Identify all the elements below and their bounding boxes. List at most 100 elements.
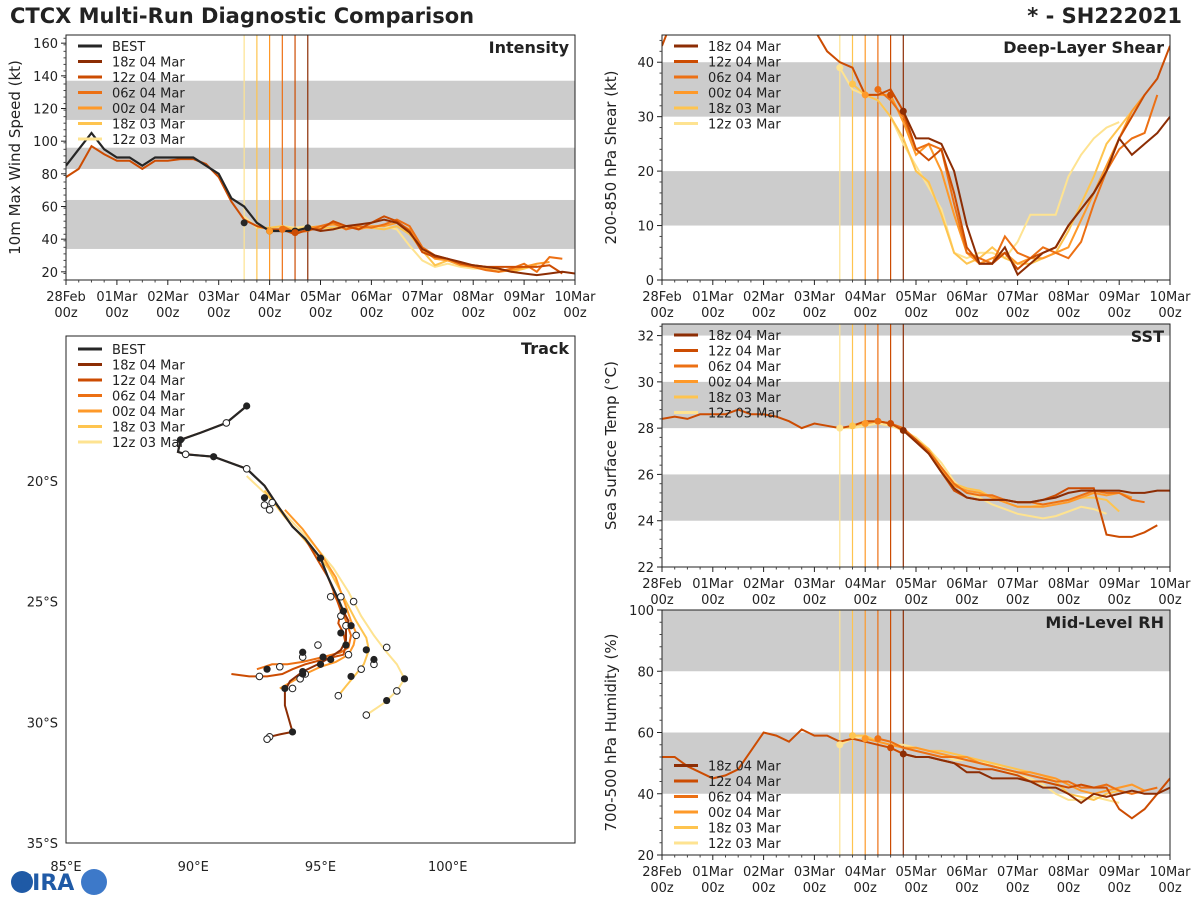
legend-label: 00z 04 Mar xyxy=(112,405,185,420)
chart-intensity: 2040608010012014016028Feb00z01Mar00z02Ma… xyxy=(6,34,596,321)
legend-label: 18z 03 Mar xyxy=(112,421,185,436)
x-tick-label: 00z xyxy=(701,593,725,608)
y-tick-label: 20°S xyxy=(27,475,58,490)
cira-logo-graphic: CIRA xyxy=(11,869,107,896)
data-point-00z-04-mar xyxy=(266,227,274,235)
x-tick-label: 03Mar xyxy=(794,577,836,592)
panel-title: Intensity xyxy=(489,38,570,57)
plot-area-rh xyxy=(662,610,1170,855)
data-point-best xyxy=(304,224,312,232)
track-position-filled xyxy=(176,436,185,444)
x-tick-label: 01Mar xyxy=(692,290,734,305)
x-tick-label: 09Mar xyxy=(1099,290,1141,305)
legend-label: 12z 03 Mar xyxy=(708,118,781,133)
x-tick-label: 10Mar xyxy=(1149,290,1191,305)
x-tick-label: 00z xyxy=(803,881,827,896)
series-line-18z-04-mar xyxy=(307,218,575,277)
x-tick-label: 00z xyxy=(1057,881,1081,896)
data-point-12z-03-mar xyxy=(836,424,844,432)
data-point-00z-04-mar xyxy=(861,735,869,743)
track-position-open xyxy=(242,464,251,473)
track-line-06z-04-mar xyxy=(256,591,353,671)
threshold-band xyxy=(66,199,575,249)
legend-label: 00z 04 Mar xyxy=(112,102,185,117)
x-tick-label: 00z xyxy=(1158,881,1182,896)
series-line-18z-04-mar xyxy=(902,429,1170,504)
x-tick-label: 00z xyxy=(650,306,674,321)
x-tick-label: 00z xyxy=(854,881,878,896)
y-axis-label: Sea Surface Temp (°C) xyxy=(602,361,620,530)
legend-label: BEST xyxy=(112,40,145,55)
x-tick-label: 10Mar xyxy=(1149,577,1191,592)
plot-frame xyxy=(65,335,576,844)
y-axis-label: 10m Max Wind Speed (kt) xyxy=(6,60,24,255)
track-position-open xyxy=(263,735,271,743)
track-position-filled xyxy=(243,402,251,410)
data-point-06z-04-mar xyxy=(874,417,882,425)
track-position-filled xyxy=(347,672,355,681)
x-tick-label: 10Mar xyxy=(1149,865,1191,880)
y-tick-label: 35°S xyxy=(27,837,58,852)
data-point-12z-04-mar xyxy=(887,91,895,99)
series-line-18z-04-mar xyxy=(903,752,1170,805)
legend-label: 18z 04 Mar xyxy=(708,760,781,775)
track-position-filled xyxy=(370,655,378,664)
x-tick-label: 06Mar xyxy=(946,865,988,880)
x-tick-label: 28Feb xyxy=(46,290,86,305)
x-tick-label: 08Mar xyxy=(1048,290,1090,305)
x-tick-label: 00z xyxy=(650,593,674,608)
x-tick-label: 00z xyxy=(752,881,776,896)
x-tick-label: 00z xyxy=(462,306,486,321)
track-position-filled xyxy=(316,554,325,562)
x-tick-label: 00z xyxy=(752,306,776,321)
x-tick-label: 05Mar xyxy=(895,577,937,592)
plot-area-intensity xyxy=(66,35,575,280)
legend-label: 06z 04 Mar xyxy=(708,791,781,806)
panel-title: Mid-Level RH xyxy=(1045,613,1164,632)
logo-text: CIRA xyxy=(16,871,74,896)
legend-label: 18z 04 Mar xyxy=(112,56,185,71)
y-tick-label: 28 xyxy=(637,422,654,437)
panel-title: Track xyxy=(521,339,569,358)
x-tick-label: 09Mar xyxy=(1099,577,1141,592)
legend-label: 12z 04 Mar xyxy=(112,374,185,389)
x-tick-label: 05Mar xyxy=(300,290,342,305)
x-tick-label: 08Mar xyxy=(1048,577,1090,592)
x-tick-label: 00z xyxy=(904,593,928,608)
track-position-filled xyxy=(383,696,391,705)
threshold-band xyxy=(662,610,1170,672)
y-tick-label: 32 xyxy=(637,330,654,345)
y-tick-label: 60 xyxy=(637,727,654,742)
y-tick-label: 20 xyxy=(637,165,654,180)
legend-label: 12z 03 Mar xyxy=(112,133,185,148)
x-tick-label: 85°E xyxy=(50,860,81,875)
x-tick-label: 03Mar xyxy=(794,290,836,305)
track-position-open xyxy=(260,501,269,509)
data-point-12z-03-mar xyxy=(836,64,844,72)
track-position-filled xyxy=(263,665,271,673)
x-tick-label: 00z xyxy=(411,306,435,321)
x-tick-label: 00z xyxy=(955,593,979,608)
track-position-filled xyxy=(319,653,327,661)
y-tick-label: 100 xyxy=(33,135,58,150)
track-position-open xyxy=(265,506,274,514)
track-position-open xyxy=(344,650,353,659)
x-tick-label: 00z xyxy=(854,593,878,608)
track-position-filled xyxy=(299,670,307,678)
y-tick-label: 40 xyxy=(637,788,654,803)
data-point-18z-03-mar xyxy=(849,422,856,430)
y-tick-label: 60 xyxy=(41,201,58,216)
x-tick-label: 08Mar xyxy=(453,290,495,305)
series-line-12z-03-mar xyxy=(839,422,1107,520)
track-line-best xyxy=(176,405,345,612)
data-point-06z-04-mar xyxy=(874,85,882,93)
track-position-open xyxy=(288,684,297,693)
legend-label: 06z 04 Mar xyxy=(112,87,185,102)
track-position-open xyxy=(268,498,276,507)
data-point-06z-04-mar xyxy=(278,225,286,233)
data-point-12z-03-mar xyxy=(836,741,844,749)
legend-label: 12z 03 Mar xyxy=(112,436,185,451)
legend-label: 18z 04 Mar xyxy=(708,329,781,344)
threshold-band xyxy=(662,381,1170,429)
legend-label: 12z 04 Mar xyxy=(708,345,781,360)
